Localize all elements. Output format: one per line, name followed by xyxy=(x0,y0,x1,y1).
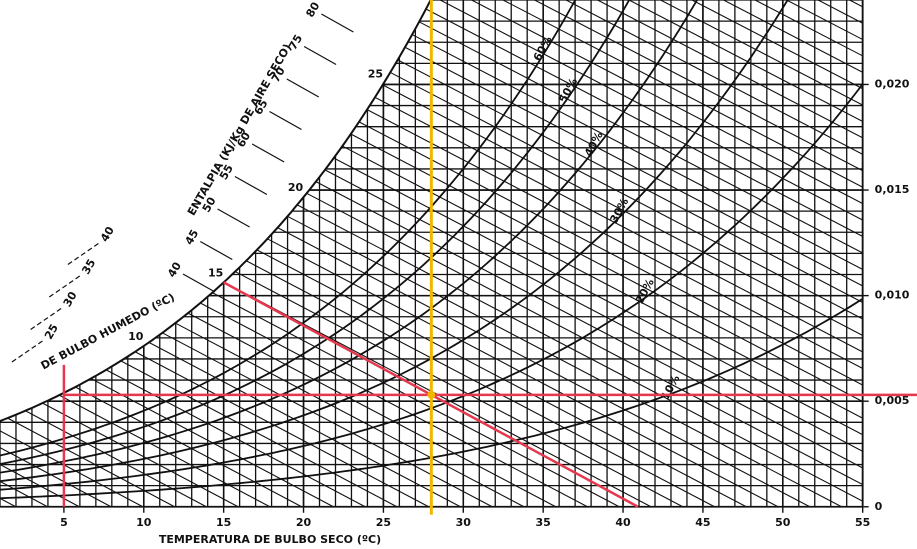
enthalpy-line xyxy=(366,109,863,507)
x-tick-label: 15 xyxy=(216,516,231,529)
enthalpy-tick xyxy=(286,78,320,98)
enthalpy-tick xyxy=(200,240,233,261)
y-tick-label: 0 xyxy=(875,500,883,513)
outer-scale-tick xyxy=(11,339,45,363)
enthalpy-line xyxy=(58,394,271,507)
enthalpy-line xyxy=(148,341,461,507)
x-tick-label: 30 xyxy=(456,516,472,529)
x-tick-label: 55 xyxy=(855,516,870,529)
wet-bulb-tick-label: 15 xyxy=(208,266,223,279)
enthalpy-line xyxy=(418,21,863,507)
rh-curve xyxy=(0,0,792,483)
enthalpy-tick xyxy=(251,143,285,163)
enthalpy-line xyxy=(306,192,863,507)
outer-scale-tick xyxy=(48,274,82,298)
y-tick-label: 0,015 xyxy=(875,183,910,196)
outer-scale-tick xyxy=(67,242,101,265)
enthalpy-tick xyxy=(269,110,302,131)
y-tick-label: 0,020 xyxy=(875,77,910,90)
rh-curve xyxy=(0,0,632,465)
enthalpy-line xyxy=(211,292,620,507)
x-tick-label: 5 xyxy=(60,516,68,529)
x-tick-label: 35 xyxy=(536,516,551,529)
enthalpy-line xyxy=(458,0,863,507)
enthalpy-line xyxy=(464,0,863,507)
enthalpy-line xyxy=(411,34,863,507)
rh-curve xyxy=(0,0,704,474)
enthalpy-line xyxy=(187,312,556,507)
enthalpy-tick xyxy=(303,45,337,66)
enthalpy-line xyxy=(234,271,684,507)
saturation-curve xyxy=(0,0,432,423)
enthalpy-line xyxy=(75,386,302,507)
enthalpy-line xyxy=(175,322,525,507)
enthalpy-line xyxy=(397,59,863,507)
state-point xyxy=(427,390,436,399)
enthalpy-line xyxy=(432,0,863,507)
rh-curve xyxy=(0,0,584,457)
x-tick-label: 25 xyxy=(376,516,391,529)
enthalpy-line xyxy=(358,121,863,507)
enthalpy-line xyxy=(404,46,863,507)
enthalpy-line xyxy=(105,369,366,507)
wet-bulb-tick-label: 20 xyxy=(288,181,304,194)
x-tick-label: 20 xyxy=(296,516,312,529)
enthalpy-line xyxy=(25,410,207,507)
enthalpy-line xyxy=(315,181,863,507)
enthalpy-line xyxy=(374,96,863,507)
enthalpy-line xyxy=(439,0,863,507)
enthalpy-line xyxy=(390,71,863,507)
enthalpy-line xyxy=(200,302,588,507)
enthalpy-tick xyxy=(321,13,354,33)
enthalpy-line xyxy=(333,157,863,507)
enthalpy-line xyxy=(350,133,863,507)
outer-scale-tick xyxy=(30,307,63,330)
enthalpy-line xyxy=(245,260,715,507)
enthalpy-line xyxy=(162,332,493,507)
enthalpy-line xyxy=(42,402,239,507)
enthalpy-line xyxy=(425,8,863,507)
y-tick-label: 0,010 xyxy=(875,289,910,302)
enthalpy-line xyxy=(296,204,863,507)
enthalpy-line xyxy=(445,0,863,507)
enthalpy-line xyxy=(120,360,398,507)
enthalpy-line xyxy=(287,215,842,507)
x-tick-label: 45 xyxy=(695,516,710,529)
x-tick-label: 40 xyxy=(615,516,631,529)
enthalpy-line xyxy=(256,249,747,507)
enthalpy-line xyxy=(7,417,175,507)
enthalpy-line xyxy=(342,145,863,507)
y-tick-label: 0,005 xyxy=(875,394,910,407)
enthalpy-line xyxy=(476,0,863,507)
x-tick-label: 10 xyxy=(136,516,152,529)
x-axis-title: TEMPERATURA DE BULBO SECO (ºC) xyxy=(159,533,381,546)
enthalpy-line xyxy=(451,0,863,507)
enthalpy-tick xyxy=(182,273,216,293)
enthalpy-line xyxy=(134,351,429,507)
wet-bulb-tick-label: 10 xyxy=(128,330,144,343)
enthalpy-line xyxy=(470,0,863,507)
enthalpy-tick xyxy=(234,175,268,196)
enthalpy-tick xyxy=(217,208,250,228)
x-tick-label: 50 xyxy=(775,516,791,529)
wet-bulb-tick-label: 25 xyxy=(368,68,383,81)
